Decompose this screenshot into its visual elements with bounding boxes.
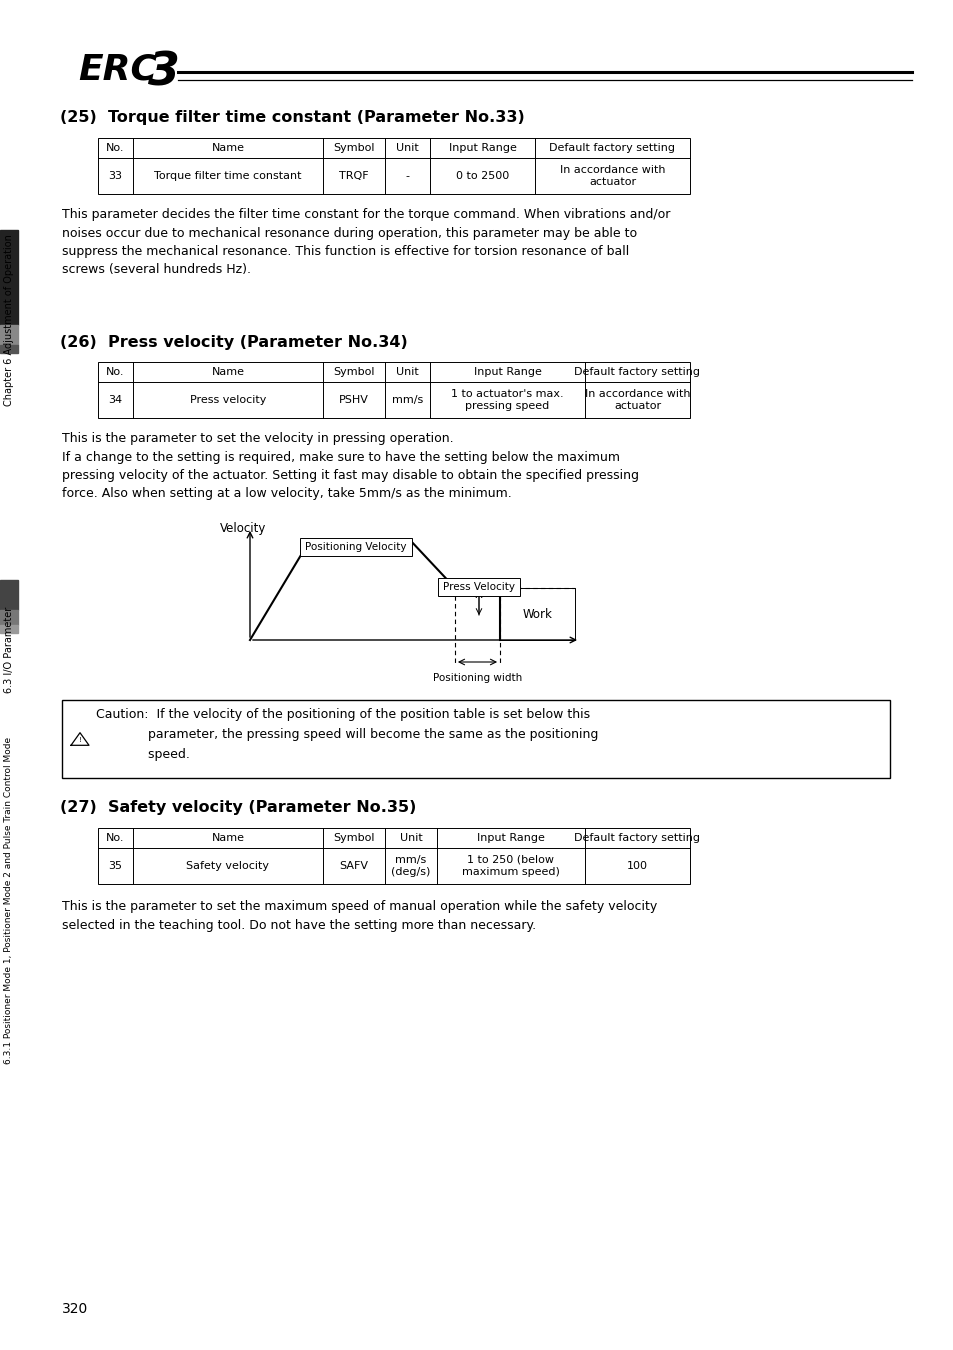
Text: Unit: Unit (395, 143, 418, 153)
Text: Safety velocity: Safety velocity (186, 861, 269, 871)
Bar (0, 610, 18, 625)
Text: In accordance with
actuator: In accordance with actuator (584, 389, 690, 412)
Text: Name: Name (212, 367, 244, 377)
Text: Unit: Unit (395, 367, 418, 377)
Bar (0, 625, 18, 633)
Text: Work: Work (522, 608, 552, 621)
Text: Torque filter time constant: Torque filter time constant (154, 171, 301, 181)
Text: Velocity: Velocity (220, 522, 266, 535)
Text: Name: Name (212, 833, 244, 842)
Bar (437, 578, 519, 595)
Bar (98, 828, 689, 884)
Text: Name: Name (212, 143, 244, 153)
Text: 320: 320 (62, 1301, 89, 1316)
Bar (98, 138, 689, 194)
Bar (0, 346, 18, 352)
Text: No.: No. (106, 367, 125, 377)
Text: -: - (405, 171, 409, 181)
Bar (0, 230, 18, 325)
Text: Press Velocity: Press Velocity (442, 582, 515, 593)
Text: 33: 33 (109, 171, 122, 181)
Text: Unit: Unit (399, 833, 422, 842)
Text: speed.: speed. (96, 748, 190, 761)
Text: Default factory setting: Default factory setting (574, 833, 700, 842)
Text: 35: 35 (109, 861, 122, 871)
Text: 3: 3 (148, 50, 180, 94)
Text: 6.3.1 Positioner Mode 1, Positioner Mode 2 and Pulse Train Control Mode: 6.3.1 Positioner Mode 1, Positioner Mode… (5, 737, 13, 1064)
Text: Positioning width: Positioning width (433, 674, 521, 683)
Bar (299, 539, 412, 556)
Text: TRQF: TRQF (339, 171, 369, 181)
Text: Default factory setting: Default factory setting (549, 143, 675, 153)
Text: (27)  Safety velocity (Parameter No.35): (27) Safety velocity (Parameter No.35) (60, 801, 416, 815)
Text: In accordance with
actuator: In accordance with actuator (559, 165, 664, 188)
Text: Caution:  If the velocity of the positioning of the position table is set below : Caution: If the velocity of the position… (96, 707, 590, 721)
Text: Symbol: Symbol (333, 833, 375, 842)
Text: !: ! (78, 737, 81, 742)
Bar (499, 589, 575, 640)
Bar (62, 701, 889, 778)
Text: Symbol: Symbol (333, 367, 375, 377)
Text: This is the parameter to set the maximum speed of manual operation while the saf: This is the parameter to set the maximum… (62, 900, 657, 931)
Text: 100: 100 (626, 861, 647, 871)
Text: This is the parameter to set the velocity in pressing operation.
If a change to : This is the parameter to set the velocit… (62, 432, 639, 501)
Text: Positioning Velocity: Positioning Velocity (305, 541, 406, 552)
Text: Press velocity: Press velocity (190, 396, 266, 405)
Text: mm/s: mm/s (392, 396, 423, 405)
Text: (25)  Torque filter time constant (Parameter No.33): (25) Torque filter time constant (Parame… (60, 109, 524, 126)
Text: parameter, the pressing speed will become the same as the positioning: parameter, the pressing speed will becom… (96, 728, 598, 741)
Bar (98, 362, 689, 418)
Text: 6.3 I/O Parameter: 6.3 I/O Parameter (4, 608, 14, 693)
Text: ERC: ERC (78, 53, 157, 86)
Text: PSHV: PSHV (338, 396, 369, 405)
Text: Symbol: Symbol (333, 143, 375, 153)
Text: 1 to actuator's max.
pressing speed: 1 to actuator's max. pressing speed (451, 389, 563, 412)
Text: SAFV: SAFV (339, 861, 368, 871)
Text: No.: No. (106, 143, 125, 153)
Text: Input Range: Input Range (473, 367, 541, 377)
Text: 1 to 250 (below
maximum speed): 1 to 250 (below maximum speed) (461, 855, 559, 878)
Text: This parameter decides the filter time constant for the torque command. When vib: This parameter decides the filter time c… (62, 208, 670, 277)
Text: Chapter 6 Adjustment of Operation: Chapter 6 Adjustment of Operation (4, 234, 14, 406)
Text: 0 to 2500: 0 to 2500 (456, 171, 509, 181)
Text: Input Range: Input Range (448, 143, 516, 153)
Text: Default factory setting: Default factory setting (574, 367, 700, 377)
Text: No.: No. (106, 833, 125, 842)
Text: 34: 34 (109, 396, 122, 405)
Bar (0, 580, 18, 610)
Text: Input Range: Input Range (476, 833, 544, 842)
Bar (0, 325, 18, 346)
Text: mm/s
(deg/s): mm/s (deg/s) (391, 855, 430, 878)
Text: (26)  Press velocity (Parameter No.34): (26) Press velocity (Parameter No.34) (60, 335, 407, 350)
